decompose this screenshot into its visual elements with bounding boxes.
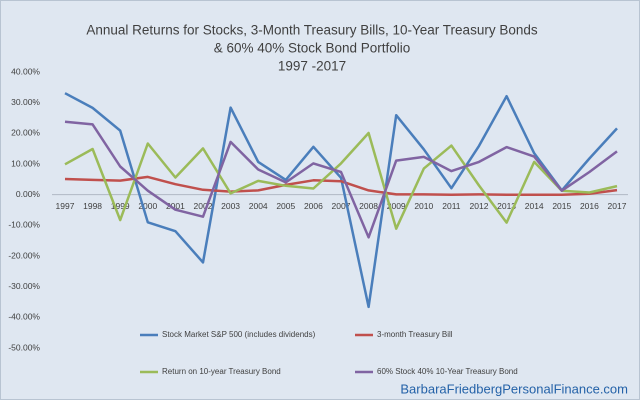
x-tick-label: 2014 [525, 201, 544, 211]
legend-label: Stock Market S&P 500 (includes dividends… [162, 330, 316, 339]
x-tick-label: 2017 [608, 201, 627, 211]
x-tick-label: 2007 [332, 201, 351, 211]
y-tick-label: 20.00% [11, 128, 40, 138]
watermark: BarbaraFriedbergPersonalFinance.com [400, 381, 628, 396]
legend-label: 60% Stock 40% 10-Year Treasury Bond [377, 367, 518, 376]
series-line [64, 120, 618, 239]
chart-title: Annual Returns for Stocks, 3-Month Treas… [86, 23, 537, 38]
x-tick-label: 2000 [138, 201, 157, 211]
y-tick-label: -10.00% [8, 220, 40, 230]
legend-label: Return on 10-year Treasury Bond [162, 367, 281, 376]
y-tick-label: -40.00% [8, 312, 40, 322]
legend-label: 3-month Treasury Bill [377, 330, 453, 339]
x-tick-label: 2008 [359, 201, 378, 211]
y-tick-label: 40.00% [11, 66, 40, 76]
y-tick-label: -30.00% [8, 281, 40, 291]
y-tick-label: 0.00% [16, 189, 41, 199]
series-line [64, 92, 618, 309]
chart-title: 1997 -2017 [278, 59, 346, 74]
series-line [64, 131, 618, 230]
x-tick-label: 2006 [304, 201, 323, 211]
x-tick-label: 2002 [194, 201, 213, 211]
y-tick-label: -20.00% [8, 250, 40, 260]
x-tick-label: 2003 [221, 201, 240, 211]
x-tick-label: 2011 [442, 201, 461, 211]
x-tick-label: 2013 [497, 201, 516, 211]
x-tick-label: 1997 [56, 201, 75, 211]
y-tick-label: 10.00% [11, 158, 40, 168]
x-tick-label: 2015 [552, 201, 571, 211]
x-tick-label: 2016 [580, 201, 599, 211]
x-tick-label: 2009 [387, 201, 406, 211]
x-tick-label: 1999 [111, 201, 130, 211]
x-tick-label: 2005 [276, 201, 295, 211]
chart-title: & 60% 40% Stock Bond Portfolio [214, 41, 411, 56]
y-tick-label: 30.00% [11, 97, 40, 107]
x-tick-label: 2001 [166, 201, 185, 211]
x-tick-label: 2010 [414, 201, 433, 211]
y-tick-label: -50.00% [8, 342, 40, 352]
x-tick-label: 2004 [249, 201, 268, 211]
series-line [64, 175, 618, 196]
x-tick-label: 1998 [83, 201, 102, 211]
x-tick-label: 2012 [470, 201, 489, 211]
